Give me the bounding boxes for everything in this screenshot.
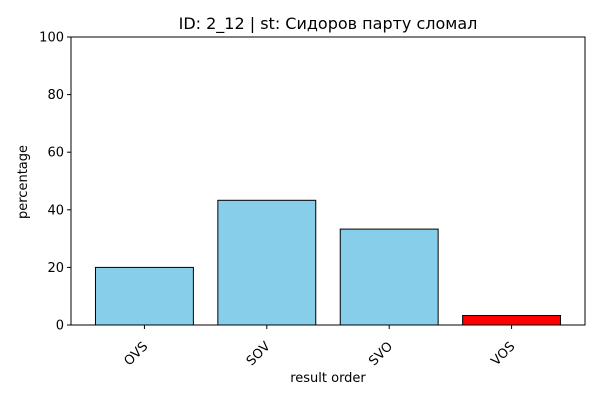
y-tick-label: 60 xyxy=(47,146,64,161)
y-axis-title: percentage xyxy=(16,145,31,219)
y-tick-label: 100 xyxy=(39,31,64,46)
x-axis-title: result order xyxy=(290,371,366,386)
plot-area: 0 20 40 60 80 100 OVS SOV SVO VOS xyxy=(39,31,586,369)
y-tick-label: 20 xyxy=(47,261,64,276)
plot-frame xyxy=(70,36,586,326)
x-tick-label: SOV xyxy=(244,339,274,369)
chart-title: ID: 2_12 | st: Сидоров парту сломал xyxy=(179,14,478,34)
bar-vos xyxy=(462,314,562,326)
y-tick-label: 40 xyxy=(47,203,64,218)
y-tick-label: 80 xyxy=(47,88,64,103)
x-tick-label: SVO xyxy=(366,339,396,369)
x-tick-label: VOS xyxy=(489,339,519,369)
bar-svo xyxy=(339,228,439,326)
bar-sov xyxy=(217,199,317,326)
x-tick-label: OVS xyxy=(121,339,151,369)
y-tick-label: 0 xyxy=(56,319,64,334)
bar-ovs xyxy=(94,266,194,326)
